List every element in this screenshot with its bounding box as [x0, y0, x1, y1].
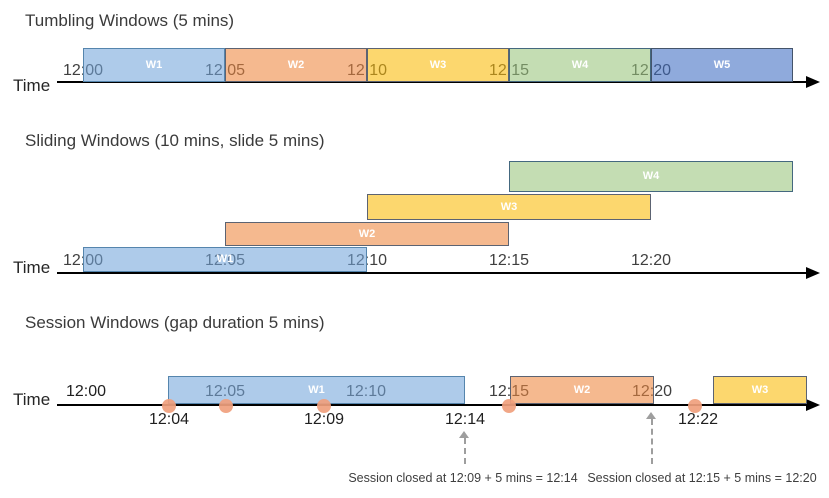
window-label: W2 [358, 227, 376, 240]
window-label: W4 [642, 170, 660, 182]
sliding-window-w1: W1 [83, 247, 367, 272]
event-dot [162, 399, 176, 413]
tick-1220: 12:20 [630, 252, 672, 269]
tumbling-window-w1: W1 [83, 48, 225, 82]
event-time-1209: 12:09 [303, 411, 345, 428]
window-label: W1 [145, 58, 163, 71]
session-closed-arrow [651, 419, 653, 464]
event-time-1222: 12:22 [677, 411, 719, 428]
tumbling-window-w2: W2 [225, 48, 367, 82]
window-label: W2 [573, 383, 591, 396]
event-dot [317, 399, 331, 413]
tumbling-window-w3: W3 [367, 48, 509, 82]
window-label: W3 [429, 58, 447, 71]
time-axis-line [57, 81, 806, 83]
axis-arrowhead-icon [806, 76, 820, 88]
time-axis-line [57, 272, 806, 274]
session-closed-note: Session closed at 12:15 + 5 mins = 12:20 [587, 471, 817, 485]
section-title: Session Windows (gap duration 5 mins) [25, 313, 325, 332]
window-label: W2 [287, 58, 305, 71]
event-dot [219, 399, 233, 413]
time-axis-label: Time [13, 390, 51, 409]
event-time-1204: 12:04 [148, 411, 190, 428]
section-title: Tumbling Windows (5 mins) [25, 11, 235, 30]
session-closed-arrow [464, 438, 466, 464]
time-axis-line [57, 404, 806, 406]
time-axis-label: Time [13, 258, 51, 277]
session-closed-note: Session closed at 12:09 + 5 mins = 12:14 [348, 471, 578, 485]
tumbling-window-w4: W4 [509, 48, 651, 82]
window-label: W5 [713, 58, 731, 71]
window-label: W1 [216, 253, 234, 265]
tick-1215: 12:15 [488, 252, 530, 269]
event-dot [688, 399, 702, 413]
session-window-w3: W3 [713, 376, 807, 404]
window-label: W4 [571, 58, 589, 71]
sliding-window-w2: W2 [225, 222, 509, 246]
sliding-window-w3: W3 [367, 194, 651, 220]
session-window-w2: W2 [510, 376, 654, 404]
sliding-window-w4: W4 [509, 161, 793, 192]
event-time-1214: 12:14 [444, 411, 486, 428]
tumbling-window-w5: W5 [651, 48, 793, 82]
time-axis-label: Time [13, 76, 51, 95]
session-window-w1: W1 [168, 376, 465, 404]
event-dot [502, 399, 516, 413]
window-label: W3 [500, 200, 518, 213]
axis-arrowhead-icon [806, 399, 820, 411]
axis-arrowhead-icon [806, 267, 820, 279]
section-title: Sliding Windows (10 mins, slide 5 mins) [25, 131, 325, 150]
window-label: W1 [308, 383, 325, 396]
arrow-up-icon [646, 412, 656, 419]
window-label: W3 [751, 383, 769, 396]
tick-1200: 12:00 [65, 383, 107, 400]
arrow-up-icon [459, 431, 469, 438]
